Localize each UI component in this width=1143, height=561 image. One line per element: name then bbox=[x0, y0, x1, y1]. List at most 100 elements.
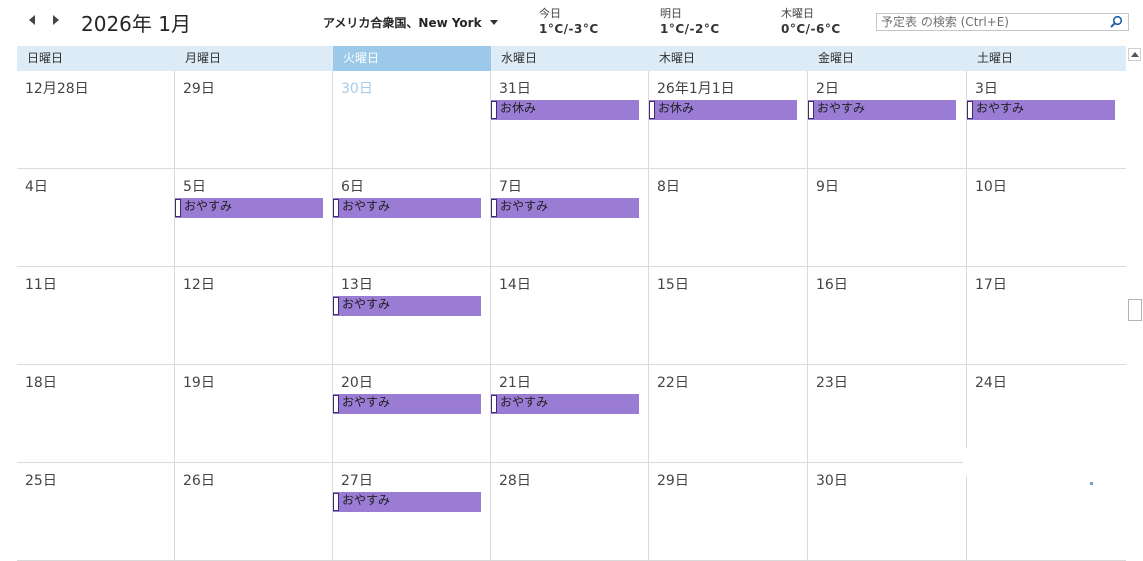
day-cell[interactable]: 15日 bbox=[649, 267, 808, 365]
event-status-marker bbox=[967, 101, 973, 119]
vertical-scrollbar[interactable] bbox=[1127, 46, 1143, 557]
event-title: お休み bbox=[658, 101, 695, 115]
event-status-marker bbox=[333, 395, 339, 413]
day-cell[interactable]: 19日 bbox=[175, 365, 333, 463]
week-row: 12月28日 29日 30日 31日 お休み 26年1月1日 お休み 2日 おやすみ 3日 おやすみ bbox=[17, 71, 1126, 169]
chevron-down-icon bbox=[489, 20, 498, 25]
event-item[interactable]: おやすみ bbox=[333, 492, 481, 512]
day-number: 20日 bbox=[341, 375, 373, 391]
weather-thursday[interactable]: 木曜日 0°C/-6°C bbox=[781, 7, 841, 37]
event-status-marker bbox=[333, 199, 339, 217]
day-cell[interactable]: 12日 bbox=[175, 267, 333, 365]
event-title: おやすみ bbox=[342, 297, 391, 311]
weekday-header: 火曜日 bbox=[333, 46, 491, 71]
event-title: おやすみ bbox=[976, 101, 1025, 115]
day-number: 9日 bbox=[816, 179, 839, 195]
event-status-marker bbox=[491, 101, 497, 119]
day-number: 22日 bbox=[657, 375, 689, 391]
day-number: 24日 bbox=[975, 375, 1007, 391]
day-number: 27日 bbox=[341, 473, 373, 489]
day-cell[interactable]: 8日 bbox=[649, 169, 808, 267]
weekday-header: 土曜日 bbox=[967, 46, 1126, 71]
weather-day-label: 明日 bbox=[660, 7, 682, 20]
event-title: おやすみ bbox=[500, 199, 549, 213]
month-grid: 日曜日 月曜日 火曜日 水曜日 木曜日 金曜日 土曜日 12月28日 29日 30日 31日 お休み… bbox=[17, 46, 1126, 561]
day-number: 13日 bbox=[341, 277, 373, 293]
day-cell[interactable]: 21日 おやすみ bbox=[491, 365, 649, 463]
location-selector[interactable]: アメリカ合衆国、New York bbox=[323, 14, 498, 31]
day-number: 5日 bbox=[183, 179, 206, 195]
event-item[interactable]: おやすみ bbox=[333, 198, 481, 218]
event-item[interactable]: お休み bbox=[649, 100, 797, 120]
weather-tomorrow[interactable]: 明日 1°C/-2°C bbox=[660, 7, 720, 37]
day-number: 26日 bbox=[183, 473, 215, 489]
search-icon[interactable] bbox=[1109, 15, 1123, 29]
day-cell[interactable]: 16日 bbox=[808, 267, 967, 365]
day-number: 11日 bbox=[25, 277, 57, 293]
day-cell[interactable]: 23日 bbox=[808, 365, 967, 463]
location-label: アメリカ合衆国、New York bbox=[323, 16, 482, 30]
occluded-region bbox=[963, 432, 1143, 492]
event-title: おやすみ bbox=[342, 395, 391, 409]
event-status-marker bbox=[649, 101, 655, 119]
day-cell[interactable]: 13日おやすみ bbox=[333, 267, 491, 365]
day-cell[interactable]: 7日おやすみ bbox=[491, 169, 649, 267]
day-cell[interactable]: 30日 bbox=[808, 463, 967, 561]
event-status-marker bbox=[333, 297, 339, 315]
day-cell[interactable]: 31日 お休み bbox=[491, 71, 649, 169]
day-cell[interactable]: 20日おやすみ bbox=[333, 365, 491, 463]
calendar-search-box[interactable] bbox=[876, 13, 1129, 31]
day-number: 29日 bbox=[657, 473, 689, 489]
day-number: 12日 bbox=[183, 277, 215, 293]
day-cell[interactable]: 18日 bbox=[17, 365, 175, 463]
day-cell[interactable]: 9日 bbox=[808, 169, 967, 267]
event-item[interactable]: お休み bbox=[491, 100, 639, 120]
search-input[interactable] bbox=[881, 14, 1101, 30]
scroll-thumb[interactable] bbox=[1128, 299, 1142, 321]
day-cell[interactable]: 17日 bbox=[967, 267, 1126, 365]
event-item[interactable]: おやすみ bbox=[333, 296, 481, 316]
day-cell[interactable]: 28日 bbox=[491, 463, 649, 561]
weather-today[interactable]: 今日 1°C/-3°C bbox=[539, 7, 599, 37]
occluded-region-dot bbox=[1090, 482, 1093, 485]
next-month-icon[interactable] bbox=[53, 15, 59, 25]
day-cell[interactable]: 6日 おやすみ bbox=[333, 169, 491, 267]
event-title: お休み bbox=[500, 101, 537, 115]
day-cell[interactable]: 25日 bbox=[17, 463, 175, 561]
day-cell[interactable]: 10日 bbox=[967, 169, 1126, 267]
day-cell[interactable]: 3日 おやすみ bbox=[967, 71, 1126, 169]
weather-day-label: 今日 bbox=[539, 7, 561, 20]
event-item[interactable]: おやすみ bbox=[808, 100, 956, 120]
day-cell[interactable]: 12月28日 bbox=[17, 71, 175, 169]
day-cell[interactable]: 27日おやすみ bbox=[333, 463, 491, 561]
event-title: おやすみ bbox=[184, 199, 233, 213]
day-cell[interactable]: 2日 おやすみ bbox=[808, 71, 967, 169]
weather-temperature: 0°C/-6°C bbox=[781, 22, 841, 36]
event-item[interactable]: おやすみ bbox=[491, 198, 639, 218]
day-cell[interactable]: 5日おやすみ bbox=[175, 169, 333, 267]
day-cell[interactable]: 26日 bbox=[175, 463, 333, 561]
day-cell[interactable]: 29日 bbox=[175, 71, 333, 169]
day-cell[interactable]: 30日 bbox=[333, 71, 491, 169]
day-cell[interactable]: 22日 bbox=[649, 365, 808, 463]
event-item[interactable]: おやすみ bbox=[491, 394, 639, 414]
day-cell[interactable]: 11日 bbox=[17, 267, 175, 365]
event-title: おやすみ bbox=[817, 101, 866, 115]
day-number: 15日 bbox=[657, 277, 689, 293]
event-title: おやすみ bbox=[500, 395, 549, 409]
weather-day-label: 木曜日 bbox=[781, 7, 814, 20]
event-item[interactable]: おやすみ bbox=[967, 100, 1115, 120]
day-number: 30日 bbox=[816, 473, 848, 489]
day-cell[interactable]: 14日 bbox=[491, 267, 649, 365]
day-cell[interactable]: 29日 bbox=[649, 463, 808, 561]
day-number: 10日 bbox=[975, 179, 1007, 195]
day-cell[interactable]: 26年1月1日 お休み bbox=[649, 71, 808, 169]
day-cell[interactable]: 4日 bbox=[17, 169, 175, 267]
event-item[interactable]: おやすみ bbox=[333, 394, 481, 414]
scroll-up-button[interactable] bbox=[1128, 48, 1141, 61]
day-number: 7日 bbox=[499, 179, 522, 195]
event-status-marker bbox=[808, 101, 814, 119]
event-item[interactable]: おやすみ bbox=[175, 198, 323, 218]
weekday-header: 金曜日 bbox=[808, 46, 967, 71]
previous-month-icon[interactable] bbox=[29, 15, 35, 25]
